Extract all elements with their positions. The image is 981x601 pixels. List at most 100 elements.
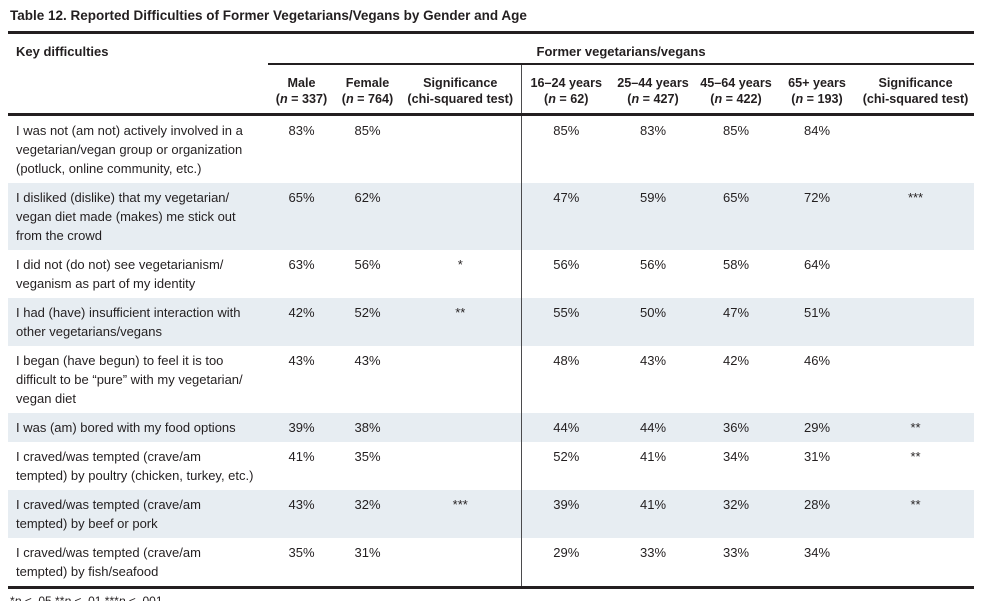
value-cell xyxy=(400,538,521,588)
text-segment: ( xyxy=(341,92,346,106)
value-cell xyxy=(857,298,975,346)
value-cell: 31% xyxy=(803,449,831,464)
text-segment: * xyxy=(10,594,15,601)
value-cell: 34% xyxy=(722,449,750,464)
value-cell: 65% xyxy=(268,183,335,250)
col-header-label: 25–44 years xyxy=(617,76,689,90)
italic-text-segment: p xyxy=(118,594,126,601)
text-segment: = 193) xyxy=(803,92,843,106)
value-cell xyxy=(400,115,521,184)
col-header-significance-age: Significance (chi-squared test) xyxy=(857,64,975,116)
value-cell xyxy=(400,413,521,442)
text-segment: = 62) xyxy=(555,92,589,106)
value-cell: ** xyxy=(400,298,521,346)
col-header-16-24-years: 16–24 years (n = 62) xyxy=(520,64,611,116)
table-row: I did not (do not) see vegetarianism/ ve… xyxy=(8,250,974,298)
value-cell xyxy=(400,442,521,490)
value-cell xyxy=(857,250,974,298)
col-header-label: 45–64 years xyxy=(700,76,772,90)
difficulties-table: Key difficulties Former vegetarians/vega… xyxy=(8,31,975,589)
table-row: I began (have begun) to feel it is too d… xyxy=(8,346,974,413)
value-cell: 62% xyxy=(335,183,400,250)
value-cell: 41% xyxy=(288,449,315,464)
value-cell: 44% xyxy=(611,413,695,442)
value-cell: 32% xyxy=(695,490,777,538)
value-cell: 44% xyxy=(520,413,611,442)
value-cell: 56% xyxy=(354,257,381,272)
value-cell: 56% xyxy=(639,257,667,272)
value-cell: 36% xyxy=(695,413,777,442)
text-segment: (chi-squared test) xyxy=(407,92,514,106)
value-cell: 39% xyxy=(268,413,335,442)
value-cell: 85% xyxy=(520,114,611,183)
col-header-sub: (chi-squared test) xyxy=(402,91,519,107)
italic-text-segment: n xyxy=(345,92,354,106)
difficulty-cell: I was (am) bored with my food options xyxy=(8,413,268,442)
difficulty-cell: I began (have begun) to feel it is too d… xyxy=(16,353,243,406)
col-header-sub: (n = 427) xyxy=(613,91,693,107)
table-row: I craved/was tempted (crave/am tempted) … xyxy=(8,490,975,538)
value-cell: 52% xyxy=(335,298,400,346)
text-segment: ( xyxy=(275,92,280,106)
column-header-row: Male (n = 337) Female (n = 764) Signific… xyxy=(8,64,975,116)
value-cell: ** xyxy=(857,413,975,442)
value-cell: 41% xyxy=(639,449,667,464)
value-cell: 38% xyxy=(335,413,400,442)
italic-text-segment: n xyxy=(795,92,804,106)
difficulty-cell: I craved/was tempted (crave/am tempted) … xyxy=(16,545,201,579)
italic-text-segment: n xyxy=(279,92,288,106)
col-header-male: Male (n = 337) xyxy=(268,64,335,116)
value-cell: 83% xyxy=(288,123,315,138)
table-row: I craved/was tempted (crave/am tempted) … xyxy=(8,442,974,490)
table-row: I had (have) insufficient interaction wi… xyxy=(8,298,975,346)
table-body: I was not (am not) actively involved in … xyxy=(8,114,975,588)
table-row: I craved/was tempted (crave/am tempted) … xyxy=(8,538,974,588)
difficulty-cell: I had (have) insufficient interaction wi… xyxy=(8,298,268,346)
value-cell: 35% xyxy=(354,449,381,464)
col-header-significance-gender: Significance (chi-squared test) xyxy=(400,64,521,116)
value-cell: 43% xyxy=(268,490,335,538)
value-cell xyxy=(400,183,521,250)
text-segment: = 427) xyxy=(639,92,679,106)
text-segment: = 764) xyxy=(353,92,394,106)
table-row: I was (am) bored with my food options 39%… xyxy=(8,413,975,442)
col-header-label: Male xyxy=(287,76,316,90)
value-cell: 47% xyxy=(695,298,777,346)
value-cell: 58% xyxy=(722,257,750,272)
italic-text-segment: p xyxy=(14,594,22,601)
significance-footnote: *p < .05 **p < .01 ***p < .001 xyxy=(10,594,981,601)
text-segment: < .01 *** xyxy=(71,594,119,601)
value-cell: 29% xyxy=(520,538,611,588)
table-row: I was not (am not) actively involved in … xyxy=(8,114,974,184)
value-cell: 64% xyxy=(803,257,831,272)
difficulty-cell: I craved/was tempted (crave/am tempted) … xyxy=(8,490,268,538)
col-header-label: 65+ years xyxy=(788,76,846,90)
text-segment: = 337) xyxy=(287,92,328,106)
value-cell: 35% xyxy=(288,545,315,560)
text-segment: < .05 ** xyxy=(21,594,65,601)
value-cell: *** xyxy=(400,490,521,538)
value-cell: 85% xyxy=(354,123,381,138)
col-header-sub: (chi-squared test) xyxy=(859,91,972,107)
italic-text-segment: n xyxy=(631,92,640,106)
value-cell: 32% xyxy=(335,490,400,538)
value-cell: 56% xyxy=(520,250,611,298)
col-header-label: Significance xyxy=(423,76,498,90)
text-segment: < .001 xyxy=(125,594,163,601)
col-header-65plus-years: 65+ years (n = 193) xyxy=(777,64,857,116)
col-header-45-64-years: 45–64 years (n = 422) xyxy=(695,64,777,116)
value-cell: 42% xyxy=(722,353,750,368)
value-cell xyxy=(857,115,974,184)
col-header-25-44-years: 25–44 years (n = 427) xyxy=(611,64,695,116)
value-cell: 29% xyxy=(777,413,857,442)
value-cell: 83% xyxy=(639,123,667,138)
col-header-sub: (n = 764) xyxy=(337,91,398,107)
text-segment: (chi-squared test) xyxy=(862,92,969,106)
text-segment: ( xyxy=(627,92,632,106)
table-row: I disliked (dislike) that my vegetarian/… xyxy=(8,183,975,250)
value-cell: 59% xyxy=(611,183,695,250)
value-cell: 48% xyxy=(520,346,611,413)
col-header-sub: (n = 422) xyxy=(697,91,775,107)
value-cell: 46% xyxy=(803,353,831,368)
value-cell xyxy=(400,346,521,413)
